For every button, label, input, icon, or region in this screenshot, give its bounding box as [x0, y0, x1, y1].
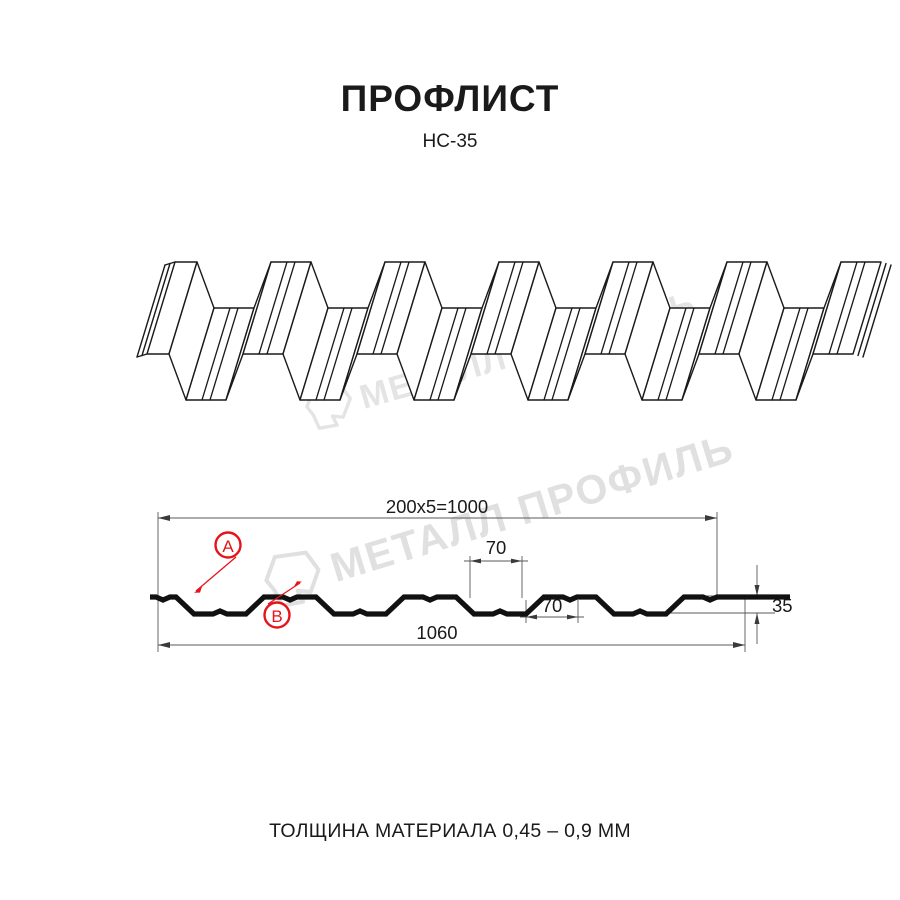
iso-stiffener-line [258, 261, 296, 355]
callout-a-label: A [222, 537, 234, 556]
page-title: ПРОФЛИСТ [340, 78, 560, 119]
watermark-lower: МЕТАЛЛ ПРОФИЛЬ [264, 424, 739, 608]
iso-stiffener-line [315, 307, 353, 401]
material-thickness-note: ТОЛЩИНА МАТЕРИАЛА 0,45 – 0,9 ММ [269, 820, 631, 842]
iso-edge-thickness-line [136, 264, 166, 358]
iso-stiffener-line [600, 261, 638, 355]
iso-edge-thickness-line [857, 262, 887, 357]
iso-stiffener-line [657, 307, 695, 401]
iso-stiffener-line [714, 261, 752, 355]
iso-stiffener-line [372, 261, 410, 355]
callout-b: B [263, 581, 302, 629]
iso-stiffener-line [771, 307, 809, 401]
callout-b-circle [263, 601, 291, 629]
dim-label-1060: 1060 [416, 622, 457, 643]
iso-facet [812, 261, 882, 355]
iso-stiffener-line [486, 261, 524, 355]
cross-section-profile: 200x5=1000 70 70 1060 35 A B [150, 496, 793, 652]
iso-stiffener-line [828, 261, 866, 355]
isometric-profile-sheet [136, 261, 892, 401]
iso-edge-thickness-line [141, 262, 171, 357]
dim-label-1000: 200x5=1000 [386, 496, 488, 517]
dimension-labels: 200x5=1000 70 70 1060 35 [386, 496, 793, 643]
profile-outline [150, 594, 790, 617]
page-subtitle: НС-35 [422, 131, 478, 152]
dimension-arrowheads [158, 515, 760, 648]
callout-a: A [194, 531, 242, 593]
dim-label-35: 35 [772, 595, 793, 616]
callout-b-label: B [271, 607, 282, 626]
callout-b-leader [267, 582, 301, 605]
dim-label-valley-70: 70 [542, 595, 563, 616]
iso-stiffener-line [201, 307, 239, 401]
iso-stiffener-line [429, 307, 467, 401]
dim-label-crest-70: 70 [486, 537, 507, 558]
iso-edge-thickness-line [862, 264, 892, 358]
callout-a-circle [214, 531, 242, 559]
iso-left-cap [136, 261, 176, 358]
iso-stiffener-line [543, 307, 581, 401]
callout-a-leader [195, 556, 237, 592]
